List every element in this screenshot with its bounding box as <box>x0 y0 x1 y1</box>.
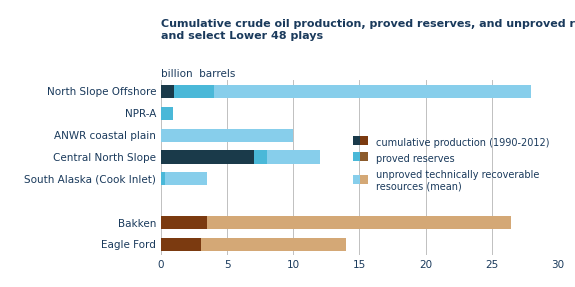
Bar <box>174 85 214 98</box>
Bar <box>267 150 320 164</box>
Bar <box>254 150 267 164</box>
Bar <box>161 107 173 120</box>
Bar <box>161 150 254 164</box>
Bar <box>161 238 201 251</box>
Bar <box>165 172 208 185</box>
Text: Cumulative crude oil production, proved reserves, and unproved resources  for Al: Cumulative crude oil production, proved … <box>161 19 575 41</box>
Bar <box>214 85 531 98</box>
Bar <box>161 129 293 142</box>
Bar <box>201 238 346 251</box>
Bar <box>161 216 208 229</box>
Bar <box>208 216 512 229</box>
Bar <box>161 85 174 98</box>
Legend: cumulative production (1990-2012), proved reserves, unproved technically recover: cumulative production (1990-2012), prove… <box>349 134 553 195</box>
Text: billion  barrels: billion barrels <box>161 69 235 79</box>
Bar <box>161 172 165 185</box>
